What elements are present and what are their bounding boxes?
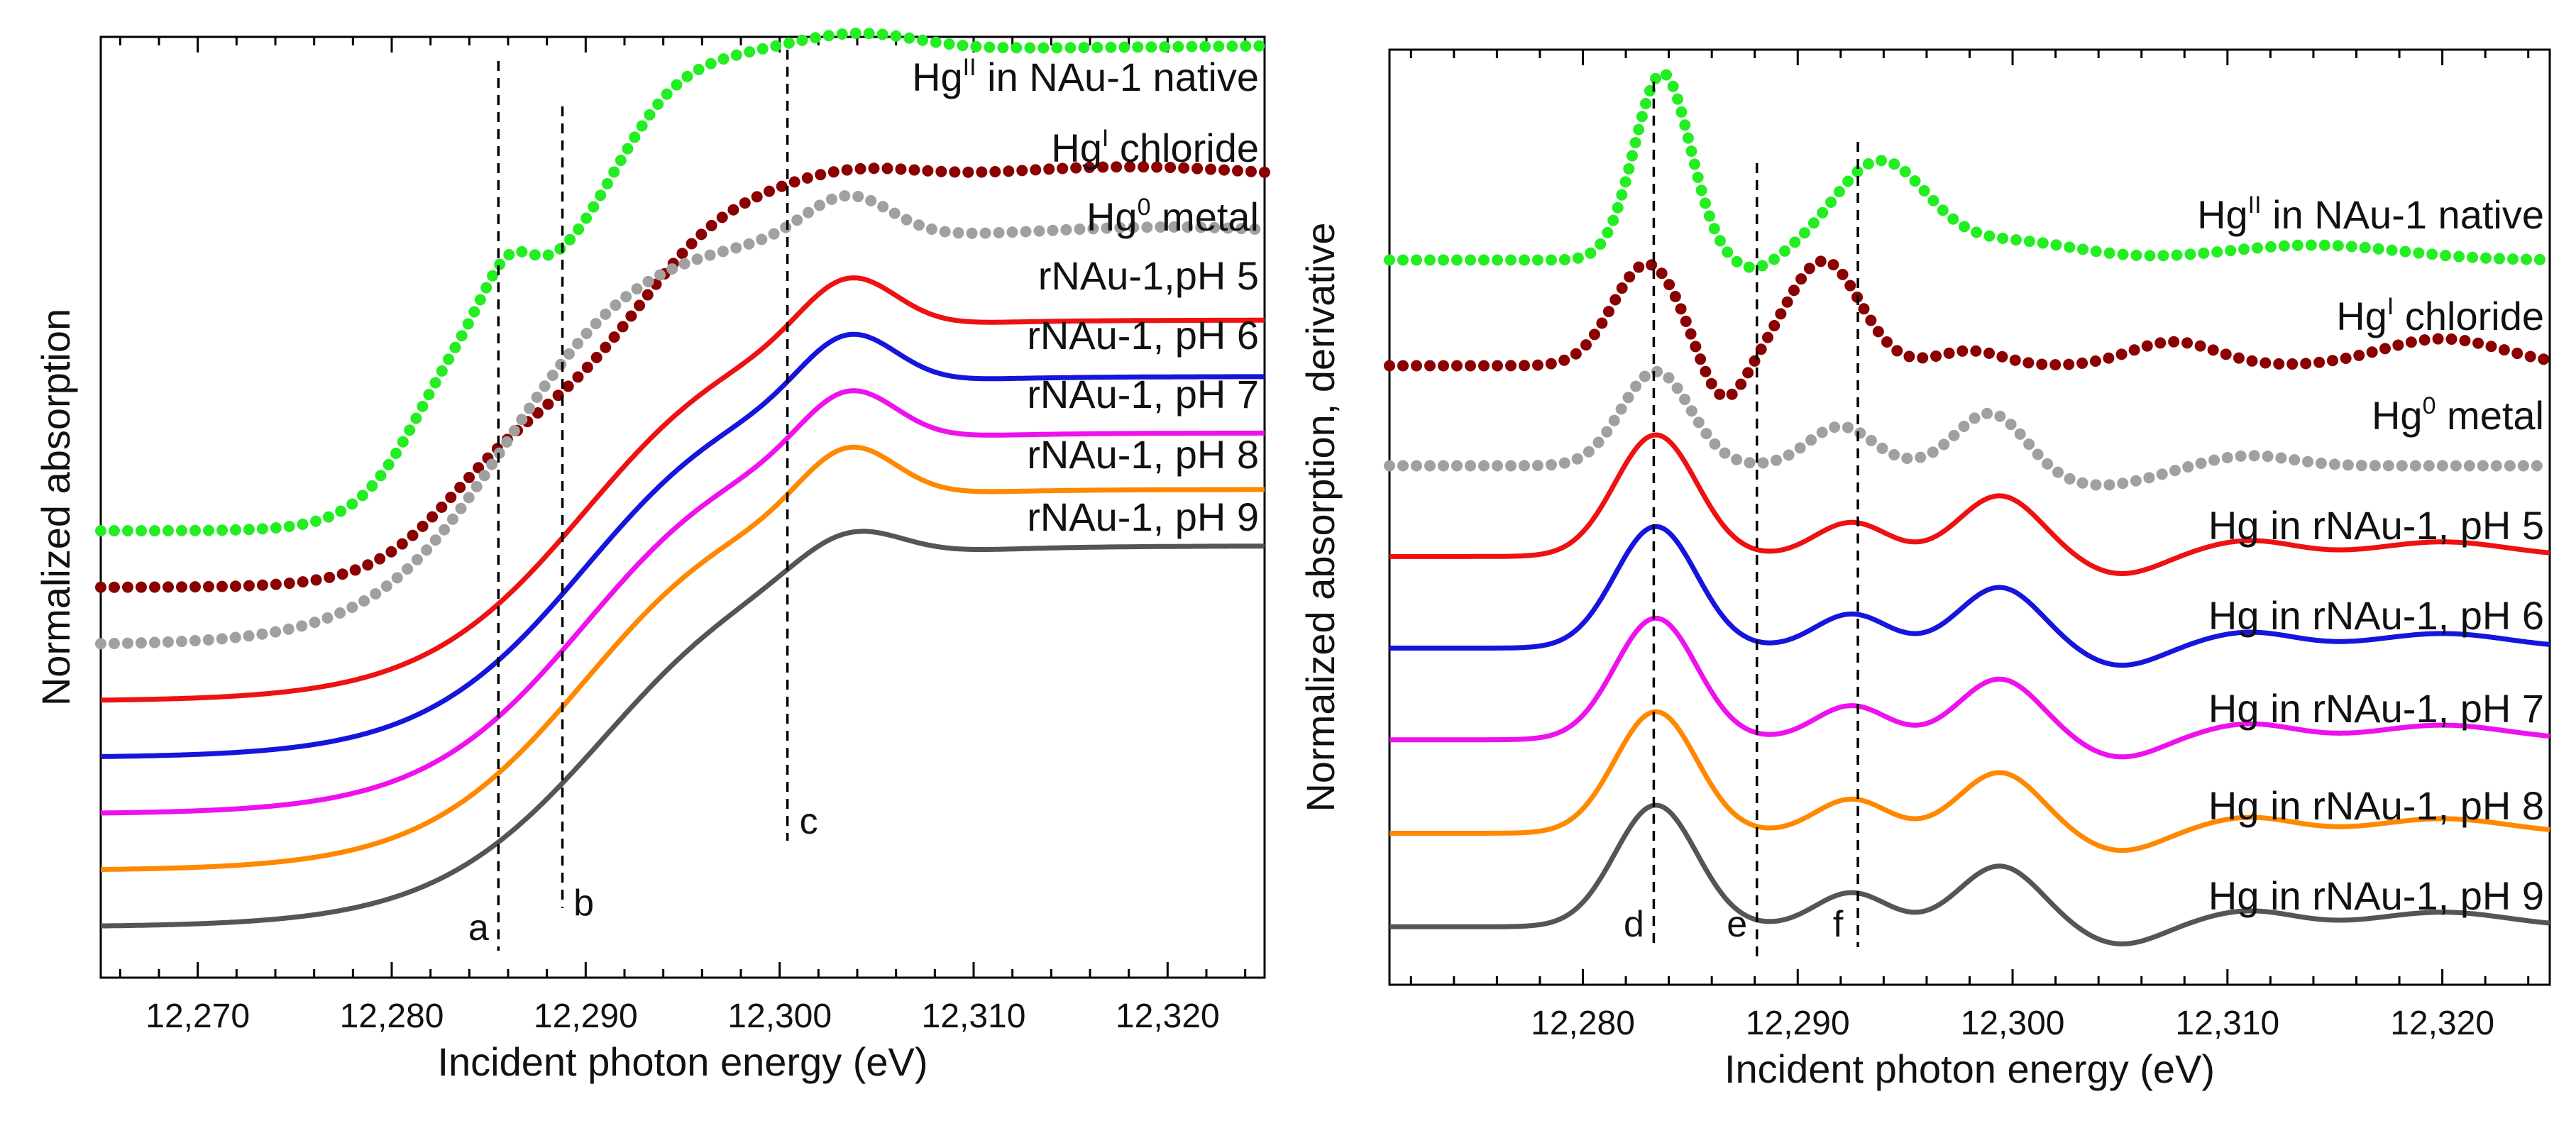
series-5-line — [99, 388, 1266, 816]
panel-left: 12,270 12,280 12,290 12,300 12,310 12,320 Inci… — [33, 27, 1270, 1084]
series-1-dots — [1384, 255, 2555, 403]
series-label: Hg0 metal — [1086, 194, 1259, 239]
series-2-dots — [95, 189, 1270, 650]
series-3-line — [99, 275, 1266, 703]
plot-frame — [99, 35, 1266, 979]
series-4-line — [1388, 524, 2551, 668]
marker-label-f: f — [1833, 904, 1844, 945]
series-0-dots — [95, 27, 1270, 537]
series-0-dots — [1384, 67, 2555, 274]
series-2-dots — [1384, 365, 2555, 491]
panel-right: 12,280 12,290 12,300 12,310 12,320 Incident p… — [1298, 48, 2555, 1091]
series-label: rNAu-1, pH 8 — [1027, 432, 1259, 477]
x-tick-label: 12,280 — [1531, 1005, 1635, 1042]
series-7-line — [1388, 802, 2551, 946]
series-4-line — [99, 331, 1266, 759]
x-axis-title: Incident photon energy (eV) — [437, 1039, 928, 1084]
series-label: Hg in rNAu-1, pH 8 — [2208, 783, 2544, 828]
x-tick-label: 12,290 — [534, 998, 638, 1035]
y-axis-title: Normalized absorption, derivative — [1298, 222, 1343, 812]
x-tick-label: 12,270 — [145, 998, 250, 1035]
series-label: HgI chloride — [1051, 125, 1259, 170]
series-label: rNAu-1, pH 6 — [1027, 313, 1259, 358]
marker-label-a: a — [468, 907, 489, 949]
marker-label-e: e — [1727, 904, 1747, 945]
x-tick-label: 12,300 — [727, 998, 832, 1035]
marker-label-d: d — [1624, 904, 1644, 945]
series-label: HgII in NAu-1 native — [912, 54, 1259, 99]
marker-label-b: b — [573, 883, 594, 924]
series-1-dots — [95, 161, 1270, 593]
series-label: Hg in rNAu-1, pH 7 — [2208, 686, 2544, 731]
series-label: rNAu-1, pH 7 — [1027, 372, 1259, 416]
series-label: HgII in NAu-1 native — [2197, 192, 2544, 237]
marker-label-c: c — [800, 801, 818, 842]
series-label: Hg0 metal — [2372, 392, 2544, 438]
series-5-line — [1388, 615, 2551, 760]
x-tick-label: 12,310 — [2175, 1005, 2279, 1042]
series-3-line — [1388, 432, 2551, 576]
series-7-line — [99, 529, 1266, 929]
x-axis-title: Incident photon energy (eV) — [1724, 1046, 2215, 1091]
series-label: rNAu-1,pH 5 — [1038, 253, 1259, 298]
x-tick-label: 12,320 — [2390, 1005, 2494, 1042]
series-label: rNAu-1, pH 9 — [1027, 495, 1259, 539]
x-tick-label: 12,280 — [340, 998, 444, 1035]
series-6-line — [1388, 709, 2551, 854]
series-label: Hg in rNAu-1, pH 5 — [2208, 503, 2544, 548]
x-tick-label: 12,310 — [922, 998, 1026, 1035]
x-tick-label: 12,300 — [1961, 1005, 2065, 1042]
series-6-line — [99, 444, 1266, 872]
series-label: Hg in rNAu-1, pH 9 — [2208, 873, 2544, 918]
x-tick-label: 12,290 — [1746, 1005, 1850, 1042]
y-axis-title: Normalized absorption — [33, 309, 78, 706]
series-label: Hg in rNAu-1, pH 6 — [2208, 593, 2544, 638]
x-tick-label: 12,320 — [1116, 998, 1220, 1035]
series-label: HgI chloride — [2336, 293, 2544, 338]
